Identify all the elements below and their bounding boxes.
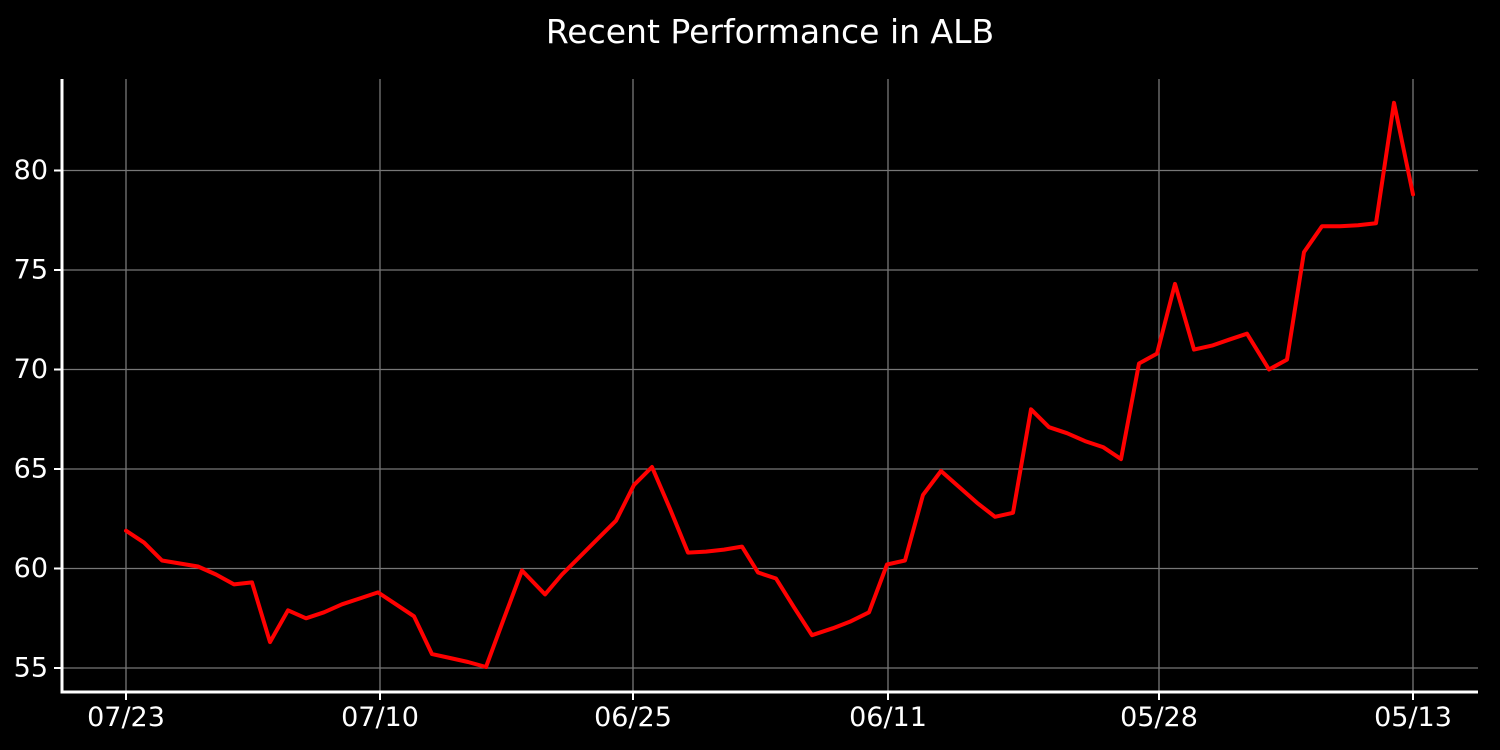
y-tick-label: 75 <box>14 255 48 286</box>
y-tick-label: 60 <box>14 553 48 584</box>
y-tick-label: 70 <box>14 354 48 385</box>
price-line-ALB <box>124 100 1415 669</box>
x-tick-label: 06/25 <box>594 702 672 733</box>
y-tick-label: 80 <box>14 155 48 186</box>
x-tick-label: 05/28 <box>1120 702 1198 733</box>
x-tick-label: 05/13 <box>1374 702 1452 733</box>
y-tick-label: 65 <box>14 454 48 485</box>
x-tick-label: 07/10 <box>341 702 419 733</box>
x-tick-label: 07/23 <box>87 702 165 733</box>
chart-title: Recent Performance in ALB <box>545 12 995 51</box>
y-tick-label: 55 <box>14 653 48 684</box>
x-tick-label: 06/11 <box>849 702 927 733</box>
